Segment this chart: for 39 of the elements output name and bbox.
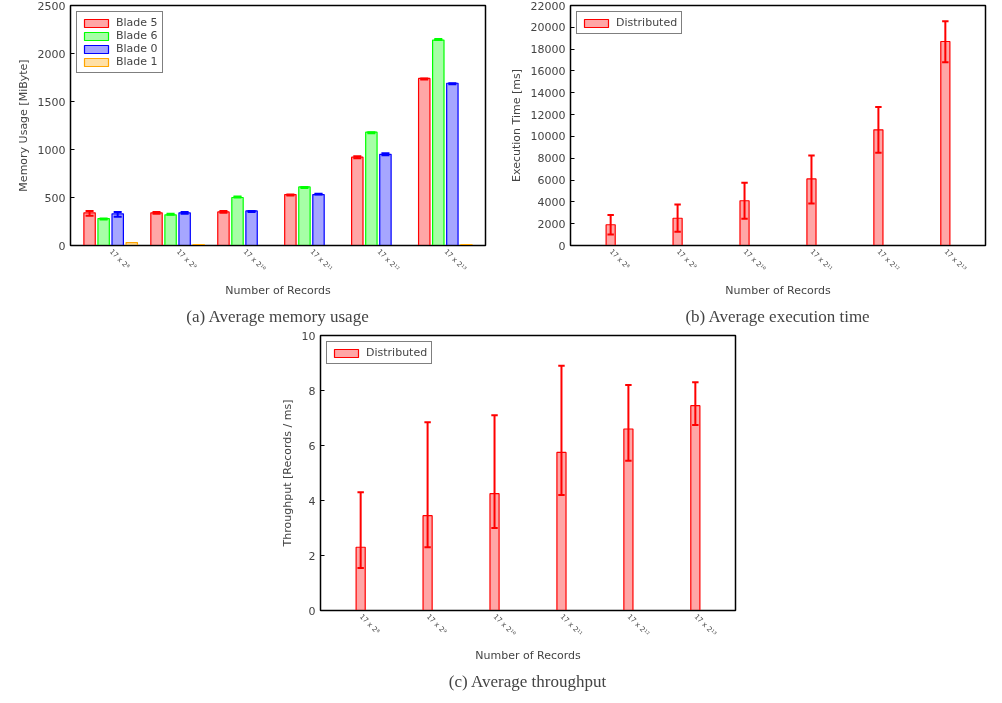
legend-label: Blade 0	[116, 42, 158, 55]
y-tick-label: 2	[308, 549, 316, 563]
legend-label: Blade 1	[116, 55, 158, 68]
legend-label: Distributed	[616, 16, 678, 29]
x-axis-title: Number of Records	[225, 283, 332, 297]
legend-label: Distributed	[366, 346, 428, 359]
y-tick-label: 1500	[37, 95, 66, 109]
y-tick-label: 14000	[530, 86, 566, 100]
y-tick-label: 10000	[530, 130, 566, 144]
legend-label: Blade 6	[116, 29, 158, 42]
y-tick-label: 0	[308, 604, 316, 618]
y-tick-label: 12000	[530, 108, 566, 122]
y-axis-title: Memory Usage [MiByte]	[16, 59, 30, 192]
y-tick-label: 8000	[537, 152, 566, 166]
y-tick-label: 0	[558, 239, 566, 253]
legend-label: Blade 5	[116, 16, 158, 29]
text: (b) Average execution time	[685, 306, 870, 326]
y-tick-label: 2000	[37, 47, 66, 61]
y-tick-label: 10	[301, 329, 316, 343]
y-tick-label: 18000	[530, 43, 566, 57]
y-tick-label: 6	[308, 439, 316, 453]
y-tick-label: 8	[308, 384, 316, 398]
y-tick-label: 4	[308, 494, 316, 508]
y-tick-label: 4000	[537, 195, 566, 209]
y-axis-title: Throughput [Records / ms]	[280, 399, 294, 548]
y-tick-label: 2500	[37, 0, 66, 13]
y-tick-label: 1000	[37, 143, 66, 157]
text: (a) Average memory usage	[186, 306, 369, 326]
y-tick-label: 2000	[537, 217, 566, 231]
y-axis-title: Execution Time [ms]	[509, 69, 523, 182]
x-axis-title: Number of Records	[475, 648, 582, 662]
text: (c) Average throughput	[448, 671, 607, 691]
y-tick-label: 22000	[530, 0, 566, 13]
y-tick-label: 16000	[530, 64, 566, 78]
y-tick-label: 6000	[537, 174, 566, 188]
x-axis-title: Number of Records	[725, 283, 832, 297]
y-tick-label: 500	[44, 191, 66, 205]
y-tick-label: 20000	[530, 21, 566, 35]
y-tick-label: 0	[58, 239, 66, 253]
